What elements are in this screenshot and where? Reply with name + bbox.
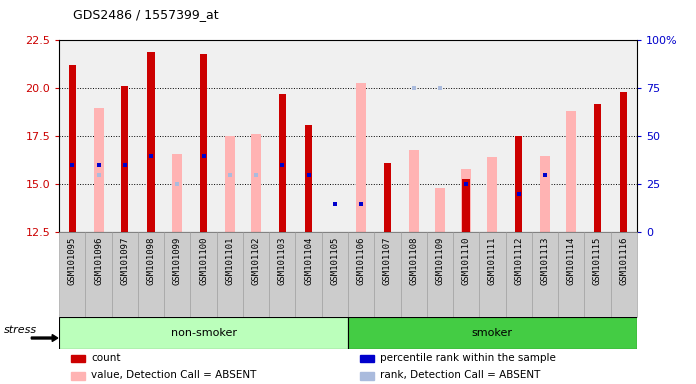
Bar (296, 232, 322, 317)
Bar (93, 108, 104, 232)
Text: GSM101107: GSM101107 (383, 237, 392, 285)
Bar (138, 232, 164, 317)
Bar (251, 134, 261, 232)
Bar (505, 232, 532, 317)
Text: GSM101108: GSM101108 (409, 237, 418, 285)
Text: GSM101097: GSM101097 (120, 237, 129, 285)
Text: GSM101112: GSM101112 (514, 237, 523, 285)
Bar (374, 232, 400, 317)
Bar (383, 163, 391, 232)
Bar (86, 232, 111, 317)
Text: GSM101096: GSM101096 (94, 237, 103, 285)
Text: GDS2486 / 1557399_at: GDS2486 / 1557399_at (73, 8, 219, 21)
Bar (620, 92, 627, 232)
Bar (540, 156, 550, 232)
Bar (269, 232, 296, 317)
Text: percentile rank within the sample: percentile rank within the sample (380, 353, 555, 363)
Bar (216, 232, 243, 317)
Bar (409, 150, 418, 232)
Bar (487, 157, 498, 232)
Text: smoker: smoker (472, 328, 513, 338)
Bar (558, 232, 585, 317)
Bar (348, 232, 374, 317)
Text: GSM101104: GSM101104 (304, 237, 313, 285)
Bar (173, 154, 182, 232)
Bar (427, 232, 453, 317)
Bar (200, 54, 207, 232)
Bar (515, 136, 523, 232)
Bar (305, 125, 313, 232)
Text: GSM101109: GSM101109 (436, 237, 445, 285)
Bar (462, 179, 470, 232)
Bar (435, 188, 445, 232)
Bar (225, 136, 235, 232)
Bar (348, 317, 637, 349)
Bar (360, 372, 374, 379)
Text: GSM101098: GSM101098 (147, 237, 156, 285)
Bar (480, 232, 505, 317)
Text: GSM101106: GSM101106 (356, 237, 365, 285)
Bar (164, 232, 191, 317)
Text: GSM101103: GSM101103 (278, 237, 287, 285)
Bar (453, 232, 480, 317)
Text: GSM101111: GSM101111 (488, 237, 497, 285)
Bar (532, 232, 558, 317)
Bar (594, 104, 601, 232)
Bar (278, 94, 286, 232)
Text: rank, Detection Call = ABSENT: rank, Detection Call = ABSENT (380, 370, 540, 381)
Bar (71, 372, 85, 379)
Bar (148, 52, 155, 232)
Bar (191, 232, 216, 317)
Text: GSM101113: GSM101113 (540, 237, 549, 285)
Text: GSM101105: GSM101105 (331, 237, 340, 285)
Text: GSM101115: GSM101115 (593, 237, 602, 285)
Bar (69, 65, 76, 232)
Text: GSM101100: GSM101100 (199, 237, 208, 285)
Text: GSM101116: GSM101116 (619, 237, 628, 285)
Bar (243, 232, 269, 317)
Bar (121, 86, 129, 232)
Text: count: count (91, 353, 120, 363)
Text: GSM101099: GSM101099 (173, 237, 182, 285)
Bar (71, 355, 85, 362)
Bar (360, 355, 374, 362)
Text: GSM101101: GSM101101 (226, 237, 235, 285)
Bar (356, 83, 366, 232)
Bar (111, 232, 138, 317)
Text: GSM101095: GSM101095 (68, 237, 77, 285)
Bar (585, 232, 610, 317)
Text: GSM101110: GSM101110 (461, 237, 470, 285)
Text: GSM101102: GSM101102 (251, 237, 260, 285)
Bar (400, 232, 427, 317)
Text: stress: stress (3, 325, 37, 335)
Bar (567, 111, 576, 232)
Text: GSM101114: GSM101114 (567, 237, 576, 285)
Bar (59, 317, 348, 349)
Text: non-smoker: non-smoker (171, 328, 237, 338)
Bar (59, 232, 86, 317)
Text: value, Detection Call = ABSENT: value, Detection Call = ABSENT (91, 370, 256, 381)
Bar (322, 232, 348, 317)
Bar (610, 232, 637, 317)
Bar (461, 169, 471, 232)
